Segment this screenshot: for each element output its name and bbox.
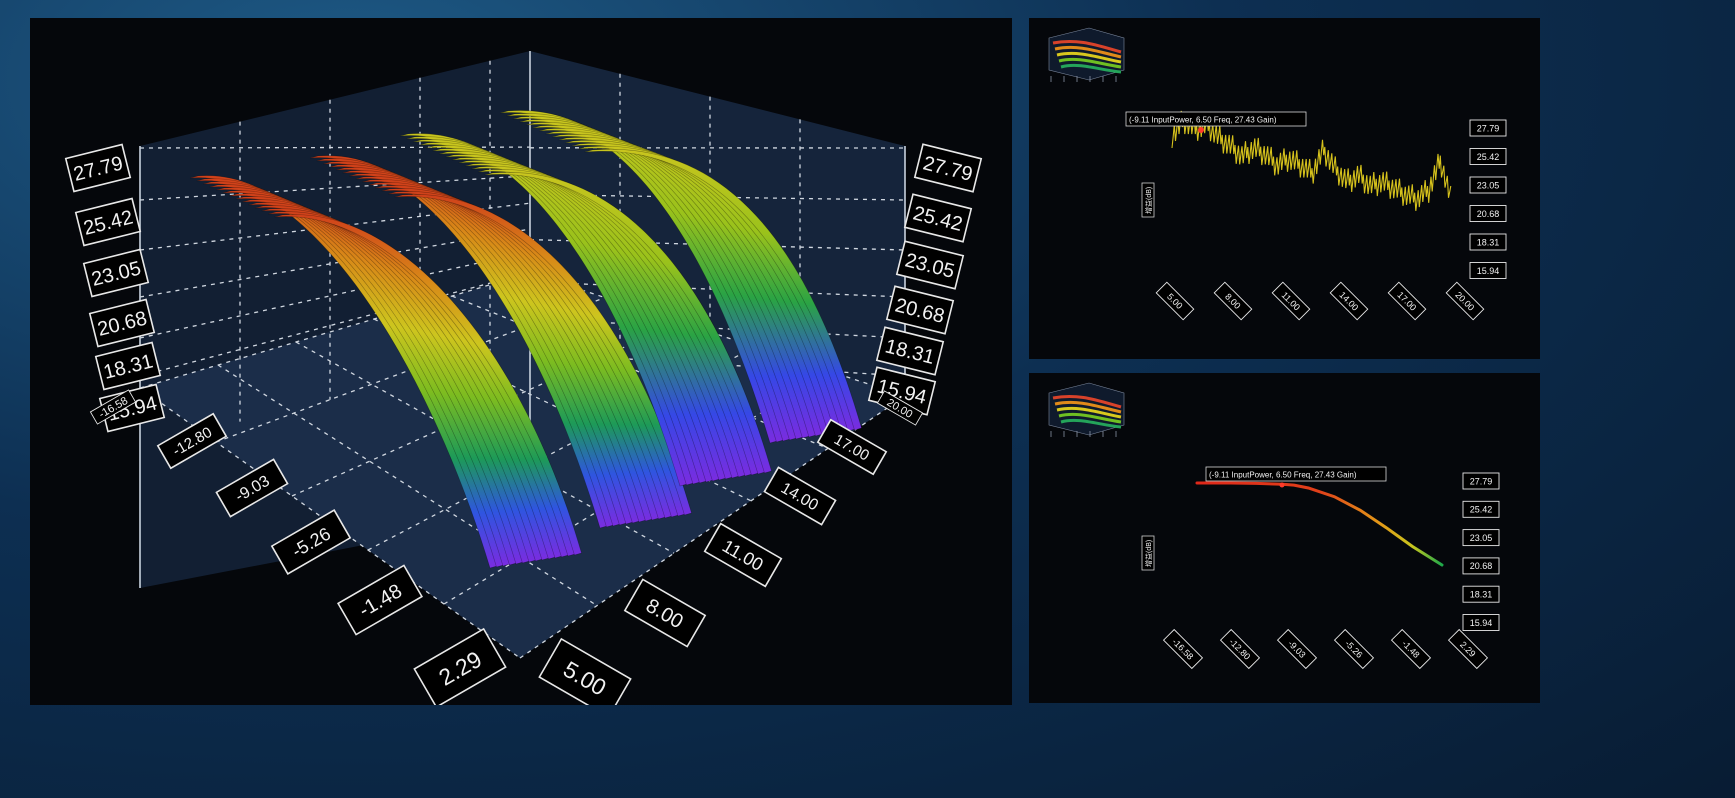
thumb-strip <box>1060 63 1122 74</box>
surface-thumbnail[interactable] <box>1048 27 1125 82</box>
x-tick: -9.03 <box>1276 628 1318 670</box>
svg-text:增益(dB): 增益(dB) <box>1144 187 1153 214</box>
y-tick: 20.68 <box>1462 557 1500 575</box>
y-tick-text: 18.31 <box>1470 589 1493 599</box>
tooltip-text: (-9.11 InputPower, 6.50 Freq, 27.43 Gain… <box>1209 471 1357 480</box>
x-tick: -12.80 <box>1219 628 1261 670</box>
y-tick: 25.42 <box>1469 148 1507 165</box>
surface-group-3 <box>399 133 772 487</box>
y-tick-text: 20.68 <box>1470 561 1493 571</box>
x-tick: 2.29 <box>413 627 507 705</box>
surface-strip <box>394 194 692 516</box>
freq-line-chart[interactable]: (-9.11 InputPower, 6.50 Freq, 27.43 Gain… <box>1029 18 1540 359</box>
thumb-strip <box>1054 400 1122 414</box>
x-axis-ticks: 5.00 8.00 11.00 14.00 17.00 20.00 <box>1155 281 1485 321</box>
y-tick-text: 23.05 <box>1470 533 1493 543</box>
y-tick-text: 15.94 <box>1477 266 1500 276</box>
y-tick: 23.05 <box>1469 176 1507 194</box>
z-tick-left: 23.05 <box>82 248 150 298</box>
z-tick-right: 27.79 <box>913 143 983 193</box>
surface-strip <box>584 148 862 431</box>
y-tick: 18.31 <box>1462 585 1500 603</box>
surface-strips <box>189 110 862 569</box>
power-gain-line <box>1195 481 1444 567</box>
svg-text:增益(dB): 增益(dB) <box>1144 540 1153 567</box>
thumb-strip <box>1054 45 1122 59</box>
thumb-strip <box>1058 412 1122 424</box>
y-tick: 15.94 <box>1469 262 1507 279</box>
z-tick-left: 27.79 <box>64 143 132 193</box>
y-tick: 14.00 <box>763 466 837 526</box>
y-tick-text: 27.79 <box>1477 123 1500 133</box>
z-tick-left: 18.31 <box>94 341 162 391</box>
y-tick-text: 27.79 <box>1470 476 1493 486</box>
thumb-strip <box>1058 57 1122 69</box>
y-axis-ticks: 27.79 25.42 23.05 20.68 18.31 15.94 <box>1462 472 1500 631</box>
hover-point[interactable] <box>1198 127 1204 133</box>
y-tick: 11.00 <box>703 522 783 588</box>
surface-group-1 <box>189 175 582 569</box>
freq-gain-line <box>1171 110 1452 211</box>
y-tick: 20.68 <box>1469 205 1507 222</box>
x-tick: -1.48 <box>336 564 424 636</box>
x-tick: 17.00 <box>1387 281 1427 321</box>
freq-line-panel[interactable]: (-9.11 InputPower, 6.50 Freq, 27.43 Gain… <box>1029 18 1540 359</box>
y-tick: 27.79 <box>1469 119 1507 137</box>
y-tick: 18.31 <box>1469 233 1507 251</box>
surface-strip <box>484 172 772 474</box>
y-tick: 23.05 <box>1462 529 1500 547</box>
y-tick-text: 15.94 <box>1470 618 1493 628</box>
y-tick: 25.42 <box>1462 500 1500 518</box>
y-tick: 15.94 <box>1462 614 1500 631</box>
surface-group-2 <box>309 155 692 529</box>
freq-gain-series <box>1171 110 1452 211</box>
y-tick: 5.00 <box>538 637 632 705</box>
tooltip-text: (-9.11 InputPower, 6.50 Freq, 27.43 Gain… <box>1129 116 1277 125</box>
thumb-strip <box>1056 51 1122 64</box>
surface-strip <box>274 214 582 556</box>
y-tick: 8.00 <box>623 578 707 648</box>
thumb-strip <box>1052 394 1122 409</box>
z-tick-right: 23.05 <box>895 240 965 290</box>
y-axis-ticks: 27.79 25.42 23.05 20.68 18.31 15.94 <box>1469 119 1507 279</box>
tooltip: (-9.11 InputPower, 6.50 Freq, 27.43 Gain… <box>1125 111 1307 127</box>
x-axis-ticks: -16.58 -12.80 -9.03 -5.26 -1.48 2.29 <box>1162 628 1489 670</box>
x-tick: -16.58 <box>1162 628 1204 670</box>
z-tick-right: 20.68 <box>885 285 955 335</box>
y-tick-text: 25.42 <box>1477 152 1500 162</box>
thumb-strip <box>1052 39 1122 54</box>
x-tick: 8.00 <box>1213 281 1253 321</box>
x-tick: 2.29 <box>1447 628 1489 670</box>
x-tick: -1.48 <box>1390 628 1432 670</box>
x-tick: -5.26 <box>1333 628 1375 670</box>
z-tick-right: 25.42 <box>903 193 973 243</box>
y-tick-text: 23.05 <box>1477 180 1500 190</box>
x-tick: 5.00 <box>1155 281 1195 321</box>
surface-chart-panel[interactable]: 27.79 25.42 23.05 20.68 18.31 15.94 27.79 25.4… <box>30 18 1012 705</box>
x-tick: 20.00 <box>1445 281 1485 321</box>
thumb-strip <box>1056 406 1122 419</box>
surface-thumbnail[interactable] <box>1048 382 1125 437</box>
thumb-strip <box>1060 418 1122 429</box>
z-tick-left: 20.68 <box>88 298 156 348</box>
z-tick-left: 25.42 <box>74 197 142 247</box>
y-tick: 27.79 <box>1462 472 1500 490</box>
power-line-chart[interactable]: (-9.11 InputPower, 6.50 Freq, 27.43 Gain… <box>1029 373 1540 703</box>
y-axis-label: 增益(dB) <box>1141 182 1155 218</box>
y-axis-label: 增益(dB) <box>1141 535 1155 571</box>
tooltip: (-9.11 InputPower, 6.50 Freq, 27.43 Gain… <box>1205 466 1387 482</box>
y-tick-text: 20.68 <box>1477 209 1500 219</box>
x-tick: 14.00 <box>1329 281 1369 321</box>
power-line-panel[interactable]: (-9.11 InputPower, 6.50 Freq, 27.43 Gain… <box>1029 373 1540 703</box>
y-tick-text: 18.31 <box>1477 237 1500 247</box>
hover-point[interactable] <box>1279 482 1285 488</box>
x-tick: 11.00 <box>1271 281 1311 321</box>
power-gain-series <box>1195 481 1444 567</box>
y-tick-text: 25.42 <box>1470 505 1493 515</box>
z-tick-right: 18.31 <box>875 326 945 376</box>
